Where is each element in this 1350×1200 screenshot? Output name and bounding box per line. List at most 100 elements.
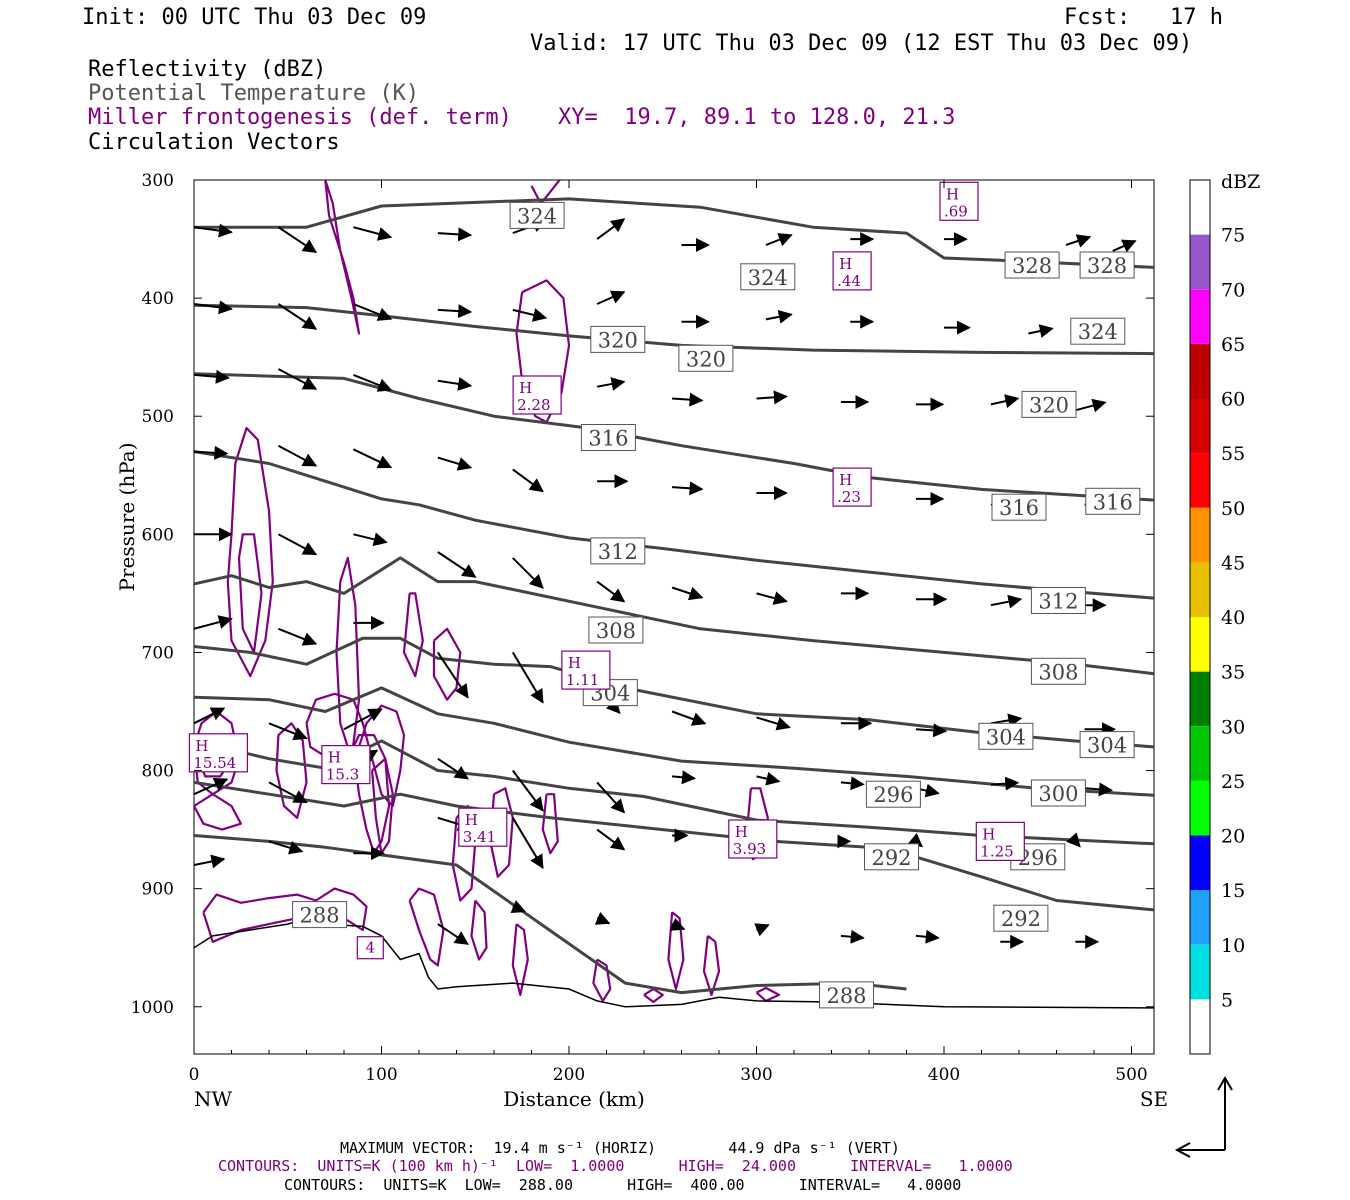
theta-label-text: 312 [1038, 590, 1078, 614]
circulation-vector [512, 468, 544, 493]
theta-label-304: 304 [978, 722, 1034, 750]
theta-label-308: 308 [588, 616, 644, 644]
circulation-vector [277, 533, 318, 556]
footer-max-vector: MAXIMUM VECTOR: 19.4 m s⁻¹ (HORIZ) 44.9 … [340, 1139, 900, 1157]
frontogenesis-max: H15.54 [188, 733, 248, 773]
y-tick-label: 600 [142, 525, 174, 545]
circulation-vector [194, 615, 233, 630]
theta-label-text: 320 [1029, 393, 1069, 417]
circulation-vector [671, 586, 704, 601]
colorbar-level-label: 35 [1221, 662, 1245, 684]
colorbar-swatch [1190, 780, 1210, 836]
theta-label-text: 288 [826, 984, 866, 1008]
circulation-vector [840, 929, 865, 944]
field-reflectivity: Reflectivity (dBZ) [88, 57, 327, 82]
theta-label-text: 328 [1012, 254, 1052, 278]
frontogenesis-max: H3.93 [728, 819, 778, 859]
theta-contour-312 [194, 450, 1154, 600]
frontogenesis-max-value: 1.11 [566, 671, 599, 689]
theta-label-text: 324 [748, 266, 788, 290]
theta-label-text: 316 [999, 496, 1039, 520]
frontogenesis-max: H.69 [939, 181, 979, 221]
circulation-vector [990, 713, 1023, 728]
theta-label-320: 320 [1021, 390, 1077, 418]
theta-label-text: 308 [1038, 660, 1078, 684]
colorbar-level-label: 60 [1221, 389, 1245, 411]
frontogenesis-max-box [832, 467, 872, 507]
theta-label-324: 324 [740, 263, 796, 291]
frontogenesis-contour [541, 793, 559, 855]
colorbar-level-label: 70 [1221, 279, 1245, 301]
frontogenesis-max-box [188, 733, 248, 773]
theta-label-box [978, 722, 1034, 750]
circulation-vector [596, 290, 626, 305]
x-end-label-right: SE [1140, 1087, 1168, 1111]
frontogenesis-contour [408, 887, 445, 967]
circulation-vector [840, 776, 865, 791]
circulation-vector [596, 218, 626, 240]
theta-label-text: 300 [1038, 782, 1078, 806]
frontogenesis-max-letter: H [519, 379, 532, 397]
theta-label-288: 288 [292, 901, 348, 929]
frontogenesis-contour [202, 887, 368, 943]
theta-label-text: 292 [871, 846, 911, 870]
circulation-vector [277, 444, 318, 467]
frontogenesis-max-value: 3.41 [463, 828, 496, 846]
circulation-vector [1066, 832, 1081, 848]
theta-label-box [1021, 390, 1077, 418]
theta-label-box [509, 201, 565, 229]
y-tick-label: 1000 [131, 998, 174, 1018]
field-theta: Potential Temperature (K) [88, 81, 420, 106]
theta-label-text: 288 [300, 904, 340, 928]
theta-label-text: 328 [1087, 254, 1127, 278]
circulation-vector [596, 781, 626, 814]
circulation-vector [671, 710, 707, 726]
theta-label-box [1079, 251, 1135, 279]
frontogenesis-max-letter: H [465, 811, 478, 829]
theta-label-312: 312 [590, 537, 646, 565]
circulation-vector [510, 900, 527, 914]
frontogenesis-max-value: 3.93 [733, 840, 766, 858]
theta-label-292: 292 [993, 904, 1049, 932]
colorbar-frame [1189, 179, 1211, 1055]
circulation-vector [596, 580, 626, 603]
theta-label-316: 316 [991, 493, 1047, 521]
circulation-vector [278, 627, 318, 646]
circulation-vector [437, 757, 469, 780]
circulation-vector [990, 594, 1023, 609]
theta-contour-300 [194, 686, 1154, 797]
theta-label-box [580, 424, 636, 451]
frontogenesis-max-letter: H [195, 737, 208, 755]
theta-label-296: 296 [865, 780, 921, 808]
y-tick-label: 300 [142, 171, 174, 191]
dbz-colorbar: 5 10 15 20 25 30 35 40 45 50 55 60 65 70 75 dBZ [1189, 171, 1260, 1055]
colorbar-level-label: 10 [1221, 935, 1245, 957]
circulation-vector [437, 551, 477, 578]
theta-label-box [292, 901, 348, 929]
x-tick-label: 0 [189, 1065, 200, 1085]
x-axis-title: Distance (km) [503, 1087, 645, 1111]
circulation-vector [436, 651, 469, 699]
theta-label-box [1085, 487, 1141, 515]
frontogenesis-max-letter: H [839, 471, 852, 489]
colorbar-level-label: 40 [1221, 607, 1245, 629]
circulation-vector [596, 828, 626, 851]
frontogenesis-max-box [512, 375, 562, 415]
theta-label-text: 316 [1093, 490, 1133, 514]
theta-label-320: 320 [590, 325, 646, 353]
theta-label-text: 296 [873, 783, 913, 807]
colorbar-level-label: 55 [1221, 443, 1245, 465]
frontogenesis-contour [371, 757, 394, 855]
colorbar-level-label: 75 [1221, 225, 1245, 247]
circulation-vector [990, 394, 1020, 408]
theta-label-box [740, 263, 796, 291]
circulation-vector [194, 778, 229, 796]
circulation-vector [1112, 239, 1137, 253]
frontogenesis-max-box [728, 819, 778, 859]
theta-label-text: 324 [1078, 320, 1118, 344]
theta-label-box [993, 904, 1049, 932]
theta-label-292: 292 [864, 843, 919, 871]
circulation-vector [353, 373, 393, 392]
theta-label-box [1004, 251, 1060, 279]
colorbar-swatch [1190, 289, 1210, 344]
